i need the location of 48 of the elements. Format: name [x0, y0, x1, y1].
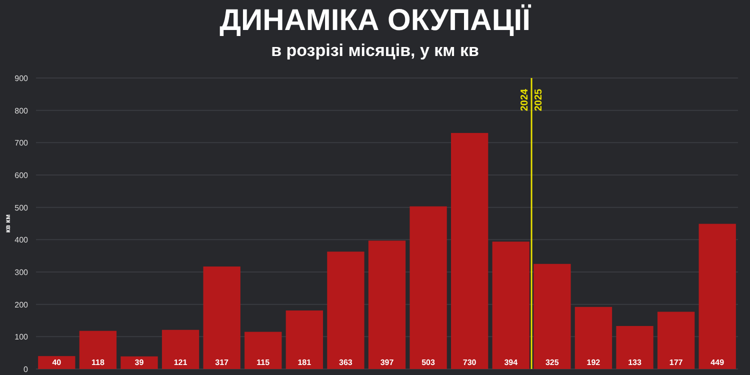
bar: [451, 132, 488, 369]
bar: [657, 312, 695, 369]
bar: [574, 306, 612, 369]
bar: [79, 330, 117, 369]
bar: [327, 252, 364, 369]
bar: [492, 242, 530, 369]
data-label: 503: [422, 358, 436, 367]
bar: [203, 266, 240, 369]
data-label: 40: [52, 358, 62, 367]
data-label: 363: [339, 358, 353, 367]
bar: [244, 332, 282, 369]
data-label: 317: [215, 358, 230, 367]
y-tick-label: 800: [14, 106, 29, 116]
data-label: 121: [174, 358, 188, 367]
bar: [410, 206, 447, 369]
y-tick-label: 700: [14, 138, 29, 148]
y-tick-label: 400: [14, 236, 29, 245]
data-label: 133: [628, 358, 642, 367]
data-label: 115: [256, 358, 270, 367]
bar: [616, 326, 654, 369]
bar: [38, 356, 76, 369]
y-tick-label: 500: [14, 203, 29, 212]
annotation: 2025: [534, 88, 545, 112]
bar: [368, 240, 406, 369]
y-tick-label: 900: [14, 74, 29, 83]
y-tick-label: 0: [24, 365, 29, 374]
y-tick-label: 100: [14, 332, 29, 342]
data-label: 192: [586, 358, 601, 367]
data-label: 449: [710, 358, 725, 367]
data-label: 177: [669, 358, 684, 367]
bar: [120, 356, 158, 369]
data-label: 730: [462, 358, 477, 367]
chart-subtitle: в розрізі місяців, у км кв: [271, 41, 479, 60]
data-label: 181: [298, 358, 312, 367]
chart-title: ДИНАМІКА ОКУПАЦІЇ: [220, 4, 532, 37]
bar: [698, 224, 736, 369]
y-tick-label: 600: [14, 171, 29, 180]
data-label: 118: [91, 358, 105, 367]
bar: [286, 310, 323, 369]
data-label: 325: [545, 358, 560, 367]
bar: [162, 330, 200, 369]
data-label: 397: [380, 358, 394, 367]
y-tick-label: 200: [14, 300, 29, 310]
data-label: 394: [504, 358, 518, 367]
bar: [534, 264, 571, 369]
annotation: 2024: [520, 88, 531, 112]
data-label: 39: [134, 358, 144, 367]
y-tick-label: 300: [14, 268, 29, 277]
